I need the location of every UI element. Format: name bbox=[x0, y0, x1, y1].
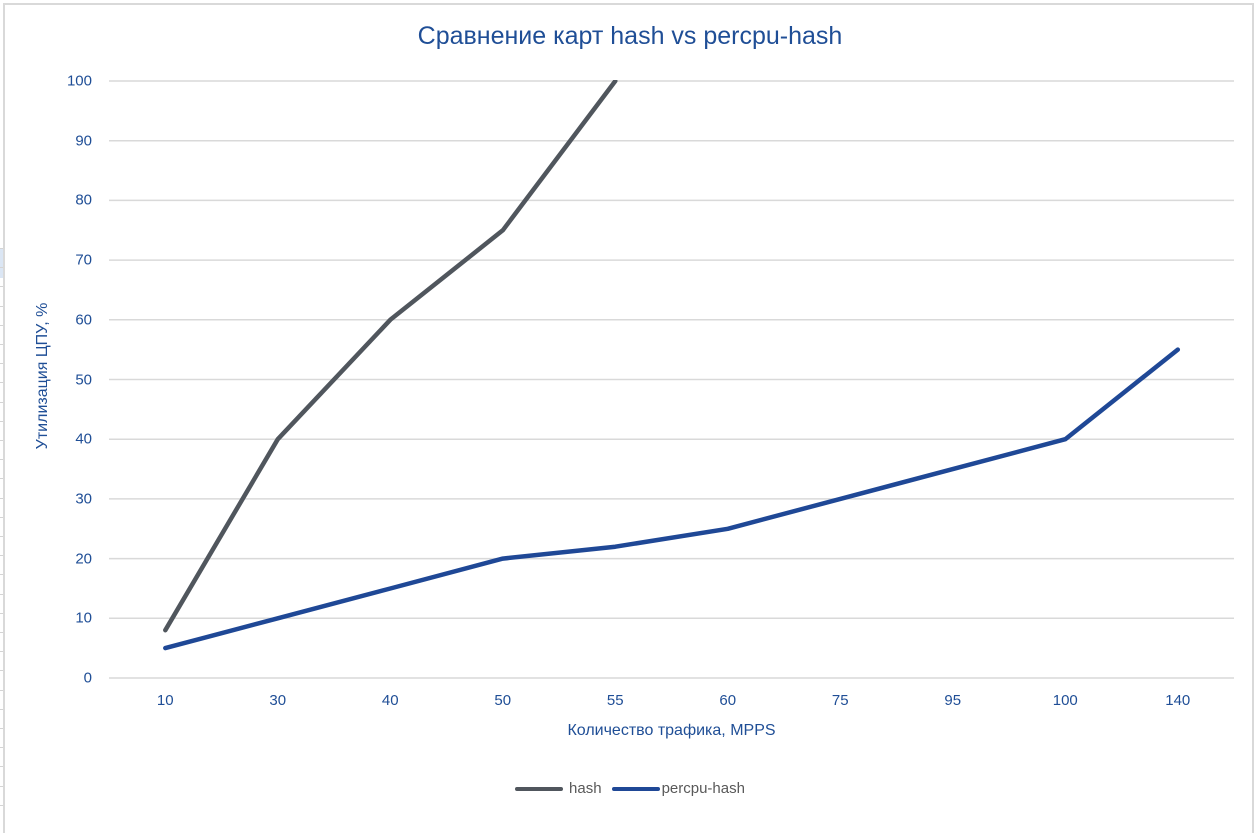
legend-label-percpu-hash: percpu-hash bbox=[661, 780, 745, 797]
y-tick-label: 50 bbox=[75, 371, 92, 388]
chart-title: Сравнение карт hash vs percpu-hash bbox=[417, 22, 843, 50]
spreadsheet-row-edge bbox=[0, 0, 3, 819]
x-tick-label: 55 bbox=[606, 692, 624, 709]
y-tick-label: 100 bbox=[66, 72, 92, 90]
x-tick-label: 60 bbox=[719, 692, 737, 709]
y-tick-label: 80 bbox=[75, 191, 92, 209]
y-tick-label: 90 bbox=[75, 132, 92, 150]
x-tick-label: 95 bbox=[944, 692, 962, 709]
series-line-hash[interactable] bbox=[163, 80, 618, 633]
legend-swatch-percpu-hash bbox=[611, 786, 660, 791]
y-tick-label: 20 bbox=[75, 550, 92, 568]
legend-swatch-hash bbox=[515, 786, 564, 791]
legend-item-hash[interactable]: hash bbox=[515, 780, 602, 797]
x-tick-label: 40 bbox=[381, 692, 399, 709]
x-tick-label: 75 bbox=[831, 692, 849, 709]
x-tick-label: 30 bbox=[269, 692, 287, 709]
y-tick-label: 70 bbox=[75, 251, 92, 269]
series-line-percpu-hash[interactable] bbox=[163, 347, 1181, 651]
x-axis-title: Количество трафика, MPPS bbox=[567, 722, 776, 739]
legend-label-hash: hash bbox=[569, 780, 602, 797]
legend: hash percpu-hash bbox=[0, 780, 1260, 797]
x-tick-label: 50 bbox=[494, 692, 512, 709]
y-tick-label: 0 bbox=[83, 669, 92, 687]
y-tick-label: 10 bbox=[75, 609, 92, 627]
x-tick-label: 140 bbox=[1165, 692, 1191, 709]
x-tick-label: 10 bbox=[156, 692, 174, 709]
y-tick-label: 30 bbox=[75, 490, 92, 508]
y-tick-label: 60 bbox=[75, 311, 92, 329]
x-tick-label: 100 bbox=[1052, 692, 1078, 709]
y-tick-label: 40 bbox=[75, 430, 92, 448]
legend-item-percpu-hash[interactable]: percpu-hash bbox=[611, 780, 745, 797]
